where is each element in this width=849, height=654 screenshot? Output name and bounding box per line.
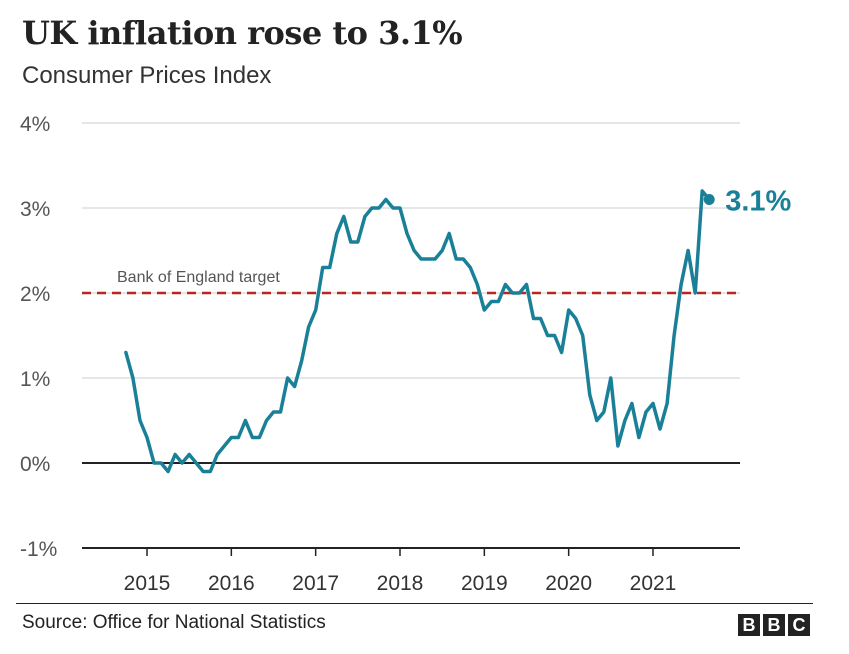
chart-subtitle: Consumer Prices Index: [22, 62, 272, 89]
target-line-label: Bank of England target: [117, 269, 280, 286]
bbc-logo: B B C: [738, 614, 810, 636]
y-tick-label: 0%: [20, 453, 50, 476]
line-chart: -1% 0% 1% 2% 3% 4% 2015 2016 2017 2018 2019 2020 202…: [20, 113, 792, 595]
latest-value-point: [703, 194, 715, 205]
logo-letter-b1: B: [738, 614, 760, 636]
x-tick-label: 2018: [377, 572, 424, 595]
cpi-series-line: [124, 189, 711, 474]
chart-title: UK inflation rose to 3.1%: [22, 14, 463, 52]
y-tick-label: 4%: [20, 113, 50, 136]
x-tick-label: 2020: [545, 572, 592, 595]
logo-letter-c: C: [788, 614, 810, 636]
y-tick-label: 1%: [20, 368, 50, 391]
footer-divider: [16, 603, 813, 604]
source-note: Source: Office for National Statistics: [22, 612, 326, 633]
y-tick-label: 3%: [20, 198, 50, 221]
x-tick-label: 2015: [124, 572, 171, 595]
x-tick-label: 2017: [292, 572, 339, 595]
logo-letter-b2: B: [763, 614, 785, 636]
x-tick-label: 2019: [461, 572, 508, 595]
x-tick-label: 2016: [208, 572, 255, 595]
latest-value-label: 3.1%: [725, 186, 791, 218]
y-tick-label: 2%: [20, 283, 50, 306]
y-tick-label: -1%: [20, 538, 57, 561]
x-tick-label: 2021: [630, 572, 677, 595]
